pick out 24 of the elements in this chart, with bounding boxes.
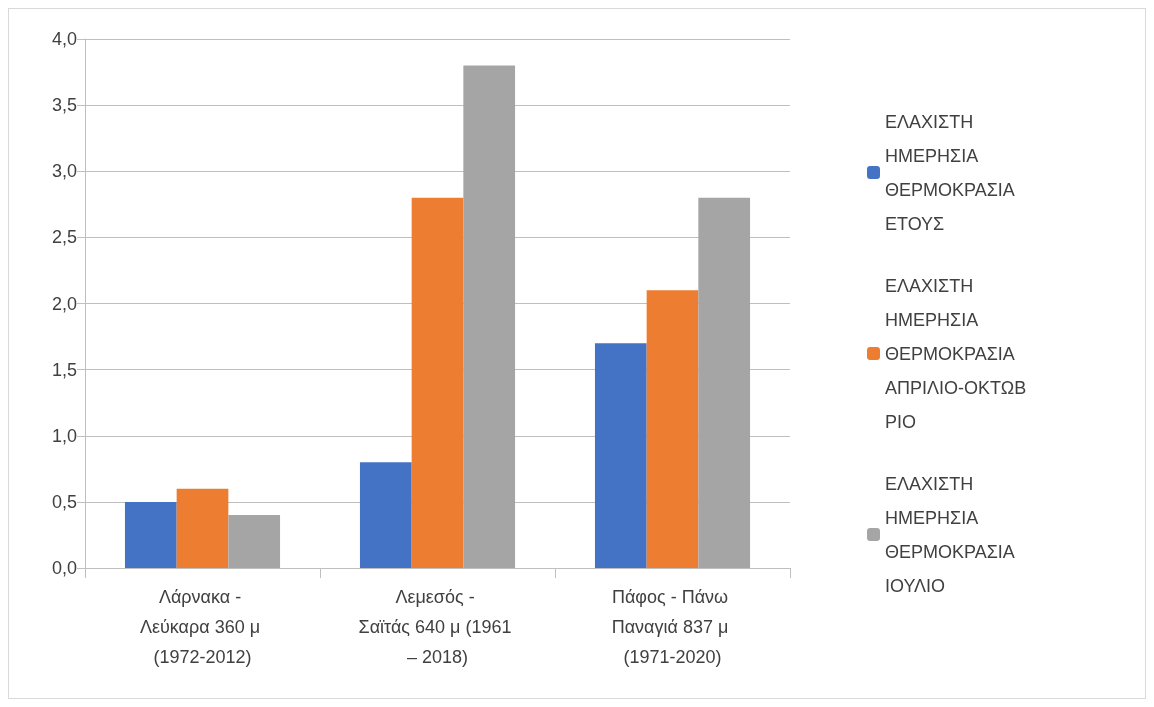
x-tick-label: Λάρνακα - Λεύκαρα 360 μ (1972-2012) bbox=[139, 587, 266, 667]
x-tick-label: Λεμεσός - Σαϊτάς 640 μ (1961 – 2018) bbox=[358, 587, 517, 667]
bar bbox=[646, 290, 699, 568]
bar bbox=[176, 488, 229, 568]
y-tick-label: 0,0 bbox=[51, 558, 77, 578]
x-tick-label: Πάφος - Πάνω Παναγιά 837 μ (1971-2020) bbox=[611, 587, 734, 667]
bar bbox=[359, 462, 412, 568]
y-tick-label: 2,5 bbox=[51, 227, 77, 248]
y-tick-label: 1,0 bbox=[51, 425, 77, 446]
bar bbox=[411, 197, 464, 568]
bar bbox=[463, 65, 516, 568]
y-tick-label: 0,5 bbox=[51, 491, 77, 512]
legend-label: ΕΛΑΧΙΣΤΗ ΗΜΕΡΗΣΙΑ ΘΕΡΜΟΚΡΑΣΙΑ ΙΟΥΛΙΟ bbox=[885, 473, 1019, 596]
y-tick-label: 1,5 bbox=[51, 359, 77, 380]
legend-label: ΕΛΑΧΙΣΤΗ ΗΜΕΡΗΣΙΑ ΘΕΡΜΟΚΡΑΣΙΑ ΕΤΟΥΣ bbox=[885, 111, 1019, 234]
y-tick-label: 3,0 bbox=[51, 161, 77, 182]
bar bbox=[594, 343, 647, 568]
bar bbox=[228, 515, 281, 568]
bar bbox=[124, 501, 177, 568]
y-tick-label: 4,0 bbox=[51, 29, 77, 49]
legend-label: ΕΛΑΧΙΣΤΗ ΗΜΕΡΗΣΙΑ ΘΕΡΜΟΚΡΑΣΙΑ ΑΠΡΙΛΙΟ-ΟΚΤΩΒΡΙΟ bbox=[885, 275, 1027, 432]
y-tick-label: 3,5 bbox=[51, 95, 77, 116]
bar bbox=[698, 197, 751, 568]
y-tick-label: 2,0 bbox=[51, 293, 77, 314]
